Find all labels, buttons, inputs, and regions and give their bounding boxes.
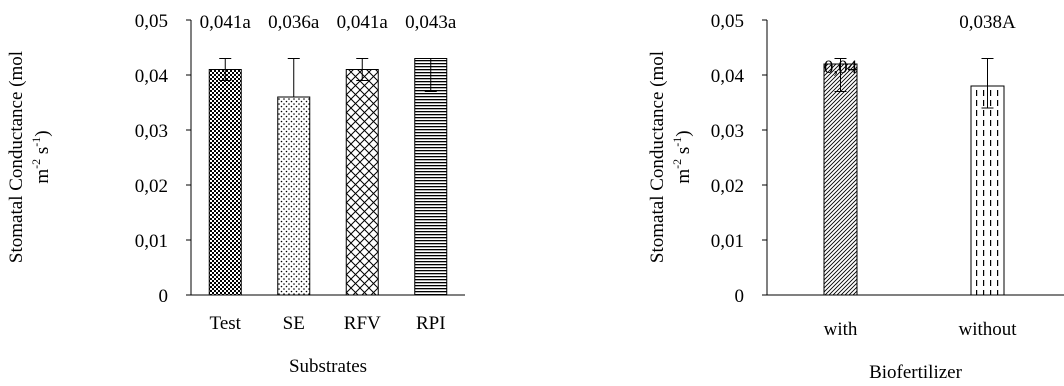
y-tick-label: 0,01 xyxy=(711,231,744,252)
y-axis-title-part: -2 xyxy=(29,159,43,169)
chart-biofertilizer: 0 0,01 0,02 0,03 0,04 0,05 0,04 with 0,038A witho… xyxy=(647,11,1064,383)
x-tick-label: SE xyxy=(283,313,305,334)
y-axis-title-part: m xyxy=(673,169,694,184)
x-tick-label: RFV xyxy=(344,313,381,334)
x-tick-label: with xyxy=(824,319,858,340)
y-tick-label: 0,03 xyxy=(135,121,168,142)
data-label: 0,043a xyxy=(405,12,457,33)
bar xyxy=(414,58,448,296)
chart-substrates: 0 0,01 0,02 0,03 0,04 0,05 0,041a Test 0,036a SE 0… xyxy=(6,11,465,377)
bar xyxy=(970,85,1005,296)
y-axis-title: Stomatal Conductance (mol xyxy=(6,51,27,263)
data-label: 0,04 xyxy=(824,57,858,78)
x-tick-label: without xyxy=(958,319,1017,340)
bar xyxy=(345,69,379,296)
y-tick-label: 0 xyxy=(735,286,745,307)
y-axis-title-part: s xyxy=(673,147,694,159)
bar xyxy=(208,69,242,296)
y-axis-title-part: -1 xyxy=(29,137,43,147)
x-tick-label: Test xyxy=(210,313,242,334)
y-axis-title-part: s xyxy=(32,147,53,159)
y-axis-title-part: -1 xyxy=(670,137,684,147)
y-tick-label: 0,02 xyxy=(135,176,168,197)
y-axis-title-part: -2 xyxy=(670,159,684,169)
data-label: 0,041a xyxy=(200,12,252,33)
y-tick-label: 0,03 xyxy=(711,121,744,142)
y-tick-label: 0,05 xyxy=(135,11,168,32)
y-tick-label: 0,04 xyxy=(711,66,745,87)
x-tick-label: RPI xyxy=(416,313,446,334)
y-tick-label: 0,01 xyxy=(135,231,168,252)
y-axis-title-part: ) xyxy=(32,130,53,136)
y-axis-title: Stomatal Conductance (mol xyxy=(647,51,668,263)
y-tick-label: 0,04 xyxy=(135,66,169,87)
y-axis-title-part: ) xyxy=(673,130,694,136)
y-axis-title-unit: m-2 s-1) xyxy=(670,130,694,183)
x-axis-title: Substrates xyxy=(289,356,367,377)
data-label: 0,036a xyxy=(268,12,320,33)
y-tick-label: 0,05 xyxy=(711,11,744,32)
data-label: 0,038A xyxy=(959,12,1016,33)
bar xyxy=(823,63,858,296)
y-tick-label: 0 xyxy=(159,286,169,307)
y-tick-label: 0,02 xyxy=(711,176,744,197)
y-axis-title-part: m xyxy=(32,169,53,184)
y-axis-title-unit: m-2 s-1) xyxy=(29,130,53,183)
bar xyxy=(277,96,311,296)
data-label: 0,041a xyxy=(337,12,389,33)
x-axis-title: Biofertilizer xyxy=(869,362,963,381)
